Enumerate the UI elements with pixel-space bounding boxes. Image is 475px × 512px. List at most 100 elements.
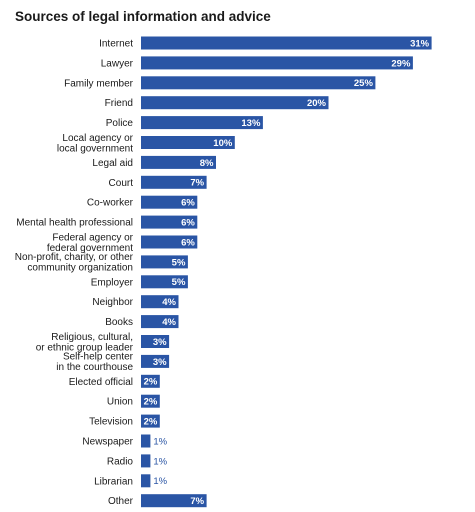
category-label-line: Union: [107, 397, 133, 408]
value-label: 1%: [153, 456, 167, 467]
category-label: Non-profit, charity, or other community o…: [15, 252, 134, 274]
value-label: 2%: [144, 377, 158, 388]
bar: [141, 335, 170, 348]
value-label: 7%: [190, 178, 204, 189]
bar: [141, 155, 216, 169]
bar: [141, 354, 170, 368]
category-label: Union: [107, 397, 133, 408]
value-label: 2%: [144, 397, 158, 408]
category-label: Local agency or local government: [57, 133, 134, 155]
value-label: 5%: [172, 257, 186, 268]
bar: [141, 116, 263, 130]
category-label-line: Federal agency or: [52, 232, 133, 243]
category-label: Family member: [64, 78, 134, 89]
category-label-line: Librarian: [94, 476, 133, 487]
category-label-line: Books: [105, 317, 133, 328]
bar: [141, 215, 198, 229]
bar: [141, 195, 198, 209]
bar: [141, 434, 151, 448]
value-labels: 31% 29% 25% 20% 13% 10% 8% 7% 6% 6% 6% 5% 5% 4% 4% 3% 3%…: [144, 38, 430, 507]
category-label: Newspaper: [82, 437, 133, 448]
bar: [141, 136, 235, 149]
category-label-line: Self-help center: [63, 352, 134, 363]
value-label: 7%: [190, 496, 204, 507]
category-label-line: Court: [109, 178, 134, 189]
bar: [141, 414, 160, 428]
bars: [141, 36, 432, 508]
bar: [141, 494, 207, 508]
bar: [141, 56, 413, 70]
category-label: Librarian: [94, 476, 133, 487]
category-label: Court: [109, 178, 134, 189]
value-label: 2%: [144, 417, 158, 428]
category-label-line: Non-profit, charity, or other: [15, 252, 134, 263]
category-label: Employer: [91, 277, 134, 288]
bar: [141, 394, 160, 408]
bar: [141, 474, 151, 488]
bar: [141, 36, 432, 50]
bar: [141, 454, 151, 468]
bar: [141, 275, 188, 289]
category-label-line: Lawyer: [101, 58, 134, 69]
category-label: Neighbor: [92, 297, 133, 308]
value-label: 4%: [162, 317, 176, 328]
bar: [141, 315, 179, 329]
bar: [141, 76, 376, 90]
category-label-line: Religious, cultural,: [51, 332, 133, 343]
category-label-line: Other: [108, 496, 134, 507]
category-label: Elected official: [69, 377, 133, 388]
category-label-line: Internet: [99, 39, 133, 50]
category-label-line: local government: [57, 143, 133, 154]
category-label: Religious, cultural, or ethnic group lead…: [36, 332, 134, 354]
category-label-line: Local agency or: [62, 133, 133, 144]
category-label: Radio: [107, 456, 134, 467]
value-label: 6%: [181, 237, 195, 248]
category-label-line: in the courthouse: [56, 362, 133, 373]
value-label: 6%: [181, 218, 195, 229]
category-label: Lawyer: [101, 58, 134, 69]
category-label-line: Friend: [105, 98, 133, 109]
category-label-line: Radio: [107, 456, 134, 467]
category-label: Self-help center in the courthouse: [56, 352, 133, 374]
value-label: 6%: [181, 198, 195, 209]
value-label: 1%: [153, 436, 167, 447]
category-label-line: Co-worker: [87, 198, 134, 209]
bar: [141, 374, 160, 388]
category-label: Books: [105, 317, 133, 328]
category-label: Television: [89, 417, 133, 428]
value-label: 25%: [354, 78, 374, 89]
chart-title: Sources of legal information and advice: [15, 9, 271, 24]
bar: [141, 96, 329, 110]
bar: [141, 235, 198, 249]
category-label: Co-worker: [87, 198, 134, 209]
value-label: 8%: [200, 158, 214, 169]
value-label: 31%: [410, 38, 430, 49]
category-label: Legal aid: [92, 158, 133, 169]
value-label: 29%: [391, 58, 411, 69]
value-label: 4%: [162, 297, 176, 308]
category-label-line: Mental health professional: [16, 218, 133, 229]
category-label-line: Legal aid: [92, 158, 133, 169]
bar: [141, 255, 188, 269]
category-label-line: Television: [89, 417, 133, 428]
category-label-line: Neighbor: [92, 297, 133, 308]
category-label: Police: [106, 118, 134, 129]
value-label: 20%: [307, 98, 327, 109]
bar: [141, 295, 179, 309]
value-label: 1%: [153, 476, 167, 487]
value-label: 13%: [241, 118, 261, 129]
category-label: Other: [108, 496, 134, 507]
category-label: Internet: [99, 39, 133, 50]
category-label-line: Police: [106, 118, 134, 129]
value-label: 3%: [153, 337, 167, 348]
category-label-line: Newspaper: [82, 437, 133, 448]
category-label-line: Elected official: [69, 377, 133, 388]
value-label: 10%: [213, 138, 233, 149]
value-label: 3%: [153, 357, 167, 368]
category-label-line: Employer: [91, 277, 134, 288]
category-label: Friend: [105, 98, 133, 109]
category-label-line: Family member: [64, 78, 134, 89]
category-label-line: federal government: [47, 243, 133, 254]
bar: [141, 175, 207, 189]
